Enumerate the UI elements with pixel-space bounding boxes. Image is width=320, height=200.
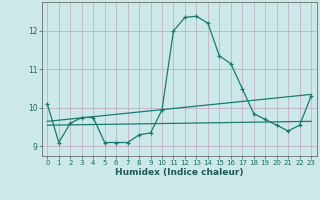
X-axis label: Humidex (Indice chaleur): Humidex (Indice chaleur) [115, 168, 244, 177]
